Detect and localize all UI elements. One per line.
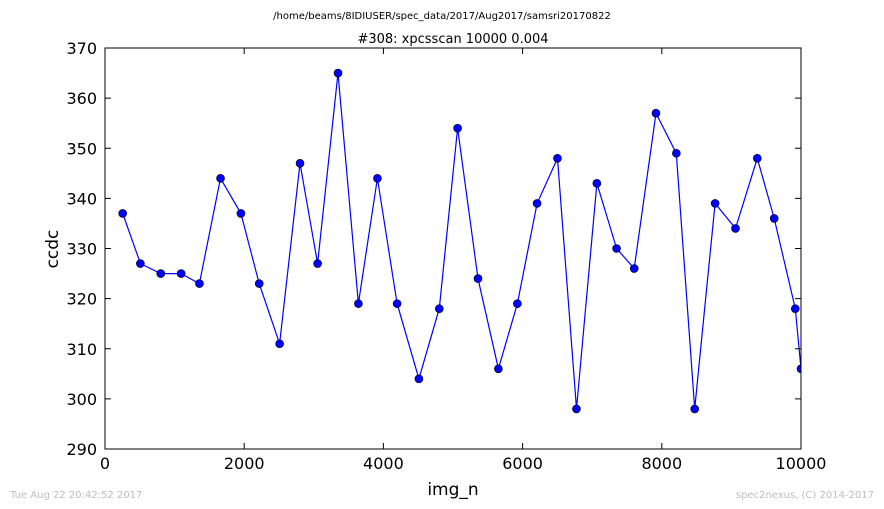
x-tick-label: 6000 xyxy=(502,454,543,473)
y-axis-label: ccdc xyxy=(43,230,63,269)
y-tick-label: 330 xyxy=(66,240,97,259)
data-point xyxy=(156,269,166,278)
data-point xyxy=(275,339,284,349)
x-tick-label: 4000 xyxy=(363,454,404,473)
data-point xyxy=(333,68,343,78)
data-point xyxy=(796,364,801,374)
data-point xyxy=(195,279,204,288)
y-tick-label: 350 xyxy=(66,139,97,158)
data-point xyxy=(651,108,661,118)
x-tick-label: 0 xyxy=(100,454,110,473)
y-tick-label: 300 xyxy=(66,390,97,409)
y-tick-label: 360 xyxy=(66,89,97,108)
data-point xyxy=(434,304,444,313)
plot-area: 0 2000 4000 6000 8000 10000 290 300 310 320 330 340… xyxy=(66,39,826,473)
x-tick-label: 8000 xyxy=(641,454,682,473)
data-point xyxy=(769,214,779,223)
data-point xyxy=(392,299,402,308)
y-tick-label: 290 xyxy=(66,440,97,459)
data-point xyxy=(313,259,322,268)
data-point xyxy=(373,174,382,183)
data-point xyxy=(216,174,225,183)
data-point xyxy=(752,153,762,163)
data-point xyxy=(690,404,700,414)
y-tick-label: 340 xyxy=(66,189,97,208)
data-point xyxy=(710,199,720,208)
x-tick-label: 10000 xyxy=(776,454,827,473)
data-point xyxy=(118,209,127,218)
y-tick-label: 370 xyxy=(66,39,97,58)
chart-title: #308: xpcsscan 10000 0.004 xyxy=(357,32,548,47)
data-point xyxy=(513,299,522,308)
data-point xyxy=(354,299,363,308)
data-point xyxy=(176,269,186,278)
x-axis-label: img_n xyxy=(427,480,478,500)
data-point xyxy=(592,179,602,188)
y-tick-label: 310 xyxy=(66,340,97,359)
data-point xyxy=(672,148,681,158)
data-point xyxy=(136,259,145,268)
data-point xyxy=(790,304,800,313)
data-point xyxy=(236,209,246,218)
x-tick-label: 2000 xyxy=(224,454,265,473)
data-point xyxy=(731,224,740,233)
data-point xyxy=(254,279,264,288)
data-point xyxy=(532,199,542,208)
data-point xyxy=(414,374,424,384)
data-point xyxy=(553,153,562,163)
data-point xyxy=(629,264,639,273)
data-point xyxy=(572,404,581,414)
series-line xyxy=(122,73,801,409)
footer-timestamp: Tue Aug 22 20:42:52 2017 xyxy=(9,490,142,501)
data-point xyxy=(453,123,462,133)
data-point xyxy=(494,364,503,374)
data-point xyxy=(473,274,483,283)
data-point xyxy=(295,158,305,168)
footer-credit: spec2nexus, (C) 2014-2017 xyxy=(736,490,874,501)
data-point xyxy=(612,244,621,253)
y-tick-label: 320 xyxy=(66,290,97,309)
figure-suptitle: /home/beams/8IDIUSER/spec_data/2017/Aug2… xyxy=(273,11,611,22)
